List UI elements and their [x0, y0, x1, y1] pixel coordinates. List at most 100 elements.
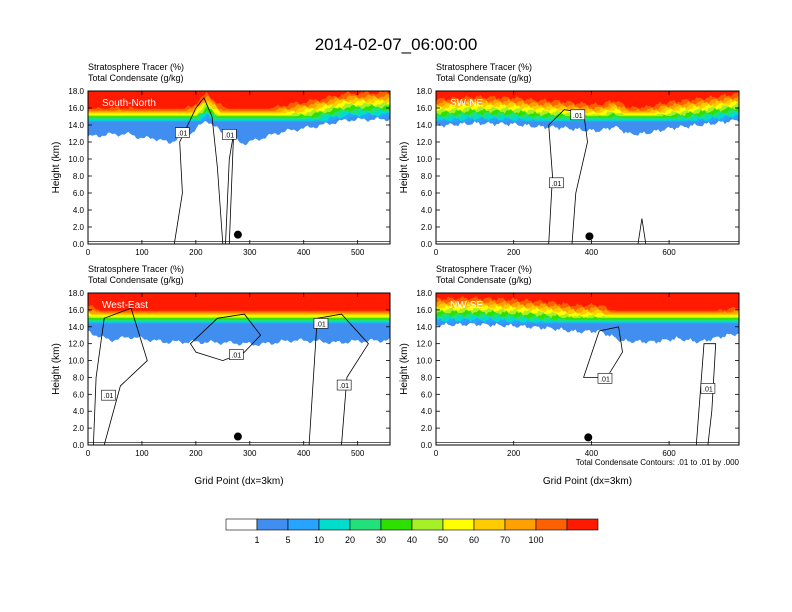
y-tick-label: 14.0	[68, 121, 84, 130]
y-axis-label: Height (km)	[51, 343, 62, 395]
y-tick-label: 2.0	[73, 424, 85, 433]
panel-title-tracer: Stratosphere Tracer (%)	[436, 264, 532, 274]
contour-label-box	[549, 177, 564, 189]
panel-swne: Stratosphere Tracer (%)Total Condensate …	[399, 62, 740, 257]
y-tick-label: 4.0	[421, 206, 433, 215]
y-tick-label: 14.0	[416, 323, 432, 332]
plot-area	[436, 91, 739, 244]
x-axis-label: Grid Point (dx=3km)	[543, 476, 632, 487]
colorbar-swatch	[256, 518, 289, 531]
y-tick-label: 16.0	[416, 306, 432, 315]
contour-label-box	[570, 109, 586, 121]
colorbar-level-label: 10	[314, 535, 324, 545]
colorbar-swatch	[349, 518, 382, 531]
y-axis-label: Height (km)	[399, 142, 410, 194]
tracer-band-11	[436, 293, 739, 311]
contour-label-box	[313, 318, 329, 329]
panel-label: SW-NE	[450, 98, 483, 109]
plot-frame	[87, 90, 391, 245]
x-tick-label: 600	[662, 248, 676, 257]
y-tick-label: 2.0	[73, 223, 85, 232]
y-tick-label: 12.0	[416, 340, 432, 349]
colorbar-level-label: 100	[528, 535, 543, 545]
colorbar-level-label: 60	[469, 535, 479, 545]
x-tick-label: 400	[585, 248, 599, 257]
y-tick-label: 0.0	[421, 441, 433, 450]
x-tick-label: 300	[243, 248, 257, 257]
y-tick-label: 18.0	[416, 87, 432, 96]
colorbar-swatch	[318, 518, 351, 531]
panel-title-condensate: Total Condensate (g/kg)	[436, 73, 532, 83]
x-tick-label: 200	[507, 449, 521, 458]
contour-label: .01	[703, 386, 713, 393]
contour-label: .01	[339, 383, 349, 390]
contour-label-box	[221, 129, 237, 140]
y-tick-label: 4.0	[73, 206, 85, 215]
colorbar-swatch	[380, 518, 413, 531]
panel-label: South-North	[102, 98, 156, 109]
location-marker	[584, 433, 593, 442]
panel-title-condensate: Total Condensate (g/kg)	[88, 73, 184, 83]
y-tick-label: 6.0	[421, 189, 433, 198]
colorbar-swatch	[442, 518, 475, 531]
y-tick-label: 16.0	[416, 104, 432, 113]
panel-title-tracer: Stratosphere Tracer (%)	[88, 264, 184, 274]
colorbar-level-label: 40	[407, 535, 417, 545]
colorbar-level-label: 70	[500, 535, 510, 545]
y-tick-label: 16.0	[68, 104, 84, 113]
y-tick-label: 12.0	[416, 138, 432, 147]
contour-label: .01	[573, 113, 583, 120]
x-tick-label: 200	[507, 248, 521, 257]
panel-title-tracer: Stratosphere Tracer (%)	[436, 62, 532, 72]
y-tick-label: 18.0	[68, 87, 84, 96]
y-tick-label: 2.0	[421, 424, 433, 433]
x-tick-label: 500	[351, 449, 365, 458]
plot-area	[436, 293, 739, 445]
panel-title-condensate: Total Condensate (g/kg)	[436, 275, 532, 285]
x-tick-label: 500	[351, 248, 365, 257]
panels: Stratosphere Tracer (%)Total Condensate …	[51, 62, 740, 487]
y-tick-label: 10.0	[416, 357, 432, 366]
location-marker	[233, 230, 242, 239]
x-tick-label: 400	[297, 449, 311, 458]
x-tick-label: 0	[434, 248, 439, 257]
colorbar-level-label: 30	[376, 535, 386, 545]
colorbar-swatch	[535, 518, 568, 531]
contour-label-box	[229, 349, 244, 360]
x-tick-label: 0	[86, 248, 91, 257]
colorbar-swatch	[287, 518, 320, 531]
x-tick-label: 200	[189, 248, 203, 257]
x-tick-label: 0	[434, 449, 439, 458]
y-axis-label: Height (km)	[51, 142, 62, 194]
y-tick-label: 4.0	[421, 407, 433, 416]
condensate-contour-1	[173, 97, 224, 244]
panel-we: Stratosphere Tracer (%)Total Condensate …	[51, 264, 391, 487]
y-tick-label: 2.0	[421, 223, 433, 232]
y-tick-label: 6.0	[73, 390, 85, 399]
location-marker	[233, 432, 242, 441]
panel-title-tracer: Stratosphere Tracer (%)	[88, 62, 184, 72]
y-tick-label: 8.0	[421, 373, 433, 382]
x-tick-label: 400	[585, 449, 599, 458]
colorbar-swatch	[225, 518, 258, 531]
contour-label: .01	[178, 131, 188, 138]
location-marker	[585, 232, 594, 241]
contour-label: .01	[231, 353, 241, 360]
colorbar-swatch	[566, 518, 599, 531]
x-tick-label: 200	[189, 449, 203, 458]
contour-label-box	[101, 389, 116, 401]
y-tick-label: 14.0	[416, 121, 432, 130]
y-axis-label: Height (km)	[399, 343, 410, 395]
x-axis-label: Grid Point (dx=3km)	[194, 476, 283, 487]
contour-note: Total Condensate Contours: .01 to .01 by…	[576, 458, 740, 467]
y-tick-label: 8.0	[73, 172, 85, 181]
colorbar-level-label: 50	[438, 535, 448, 545]
colorbar-swatch	[411, 518, 444, 531]
panel-label: NW-SE	[450, 300, 483, 311]
y-tick-label: 16.0	[68, 306, 84, 315]
y-tick-label: 0.0	[73, 240, 85, 249]
x-tick-label: 100	[135, 248, 149, 257]
contour-label: .01	[552, 181, 562, 188]
x-tick-label: 400	[297, 248, 311, 257]
plot-area	[88, 91, 390, 244]
